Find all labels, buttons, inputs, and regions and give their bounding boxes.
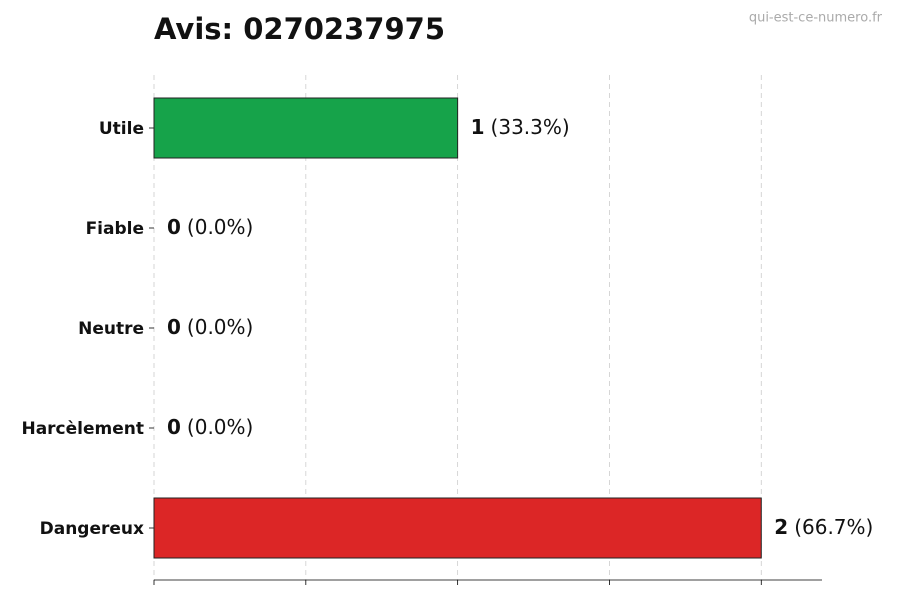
value-label: 0 (0.0%) <box>167 215 253 239</box>
value-percentage: (0.0%) <box>187 415 253 439</box>
value-label: 0 (0.0%) <box>167 315 253 339</box>
value-count: 2 <box>774 515 788 539</box>
chart-title: Avis: 0270237975 <box>154 12 445 46</box>
value-percentage: (0.0%) <box>187 215 253 239</box>
value-label: 2 (66.7%) <box>774 515 873 539</box>
bar <box>153 497 762 559</box>
value-label: 1 (33.3%) <box>471 115 570 139</box>
value-label: 0 (0.0%) <box>167 415 253 439</box>
value-percentage: (33.3%) <box>491 115 570 139</box>
y-tick-label: Dangereux <box>40 519 144 539</box>
value-count: 1 <box>471 115 485 139</box>
value-percentage: (0.0%) <box>187 315 253 339</box>
y-tick-label: Fiable <box>86 219 144 239</box>
bar <box>153 97 459 159</box>
value-count: 0 <box>167 315 181 339</box>
watermark: qui-est-ce-numero.fr <box>749 11 883 26</box>
value-count: 0 <box>167 415 181 439</box>
y-tick-label: Neutre <box>78 319 144 339</box>
y-tick-label: Harcèlement <box>21 419 144 439</box>
value-count: 0 <box>167 215 181 239</box>
y-tick-label: Utile <box>99 119 144 139</box>
value-percentage: (66.7%) <box>794 515 873 539</box>
